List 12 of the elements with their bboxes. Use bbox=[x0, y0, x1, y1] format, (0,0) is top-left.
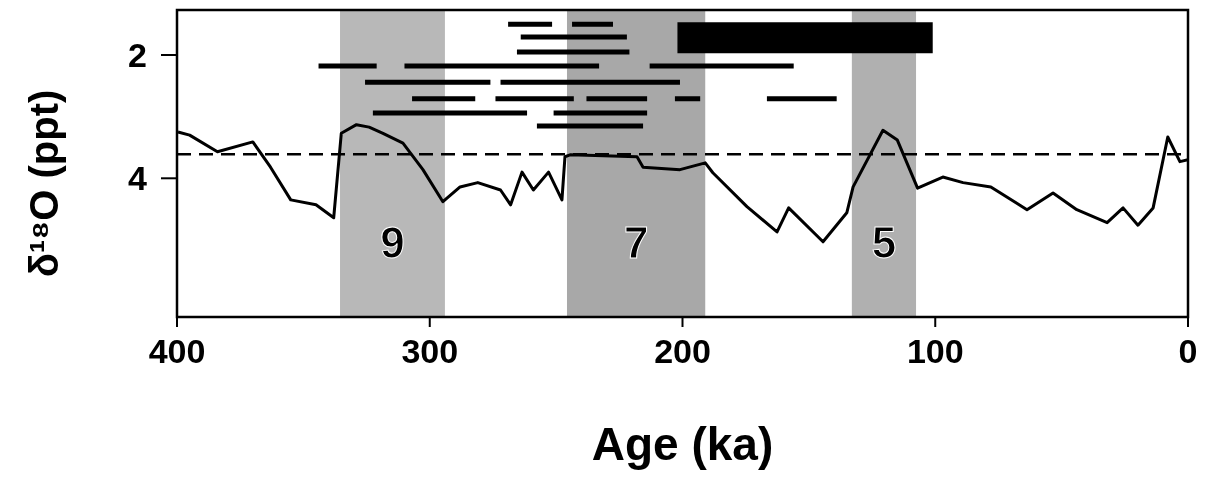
band-label: 7 bbox=[623, 218, 649, 267]
x-tick-label: 100 bbox=[906, 332, 964, 370]
y-axis-title: δ¹⁸O (ppt) bbox=[22, 89, 66, 278]
x-tick-label: 300 bbox=[401, 332, 459, 370]
x-axis-title: Age (ka) bbox=[591, 418, 774, 470]
y-tick-label: 2 bbox=[128, 36, 147, 74]
band-label: 9 bbox=[380, 218, 405, 267]
x-tick-label: 400 bbox=[148, 332, 206, 370]
x-tick-label: 0 bbox=[1178, 332, 1198, 370]
y-tick-label: 4 bbox=[128, 159, 148, 198]
band-label: 5 bbox=[871, 218, 897, 267]
x-tick-label: 200 bbox=[654, 332, 711, 370]
